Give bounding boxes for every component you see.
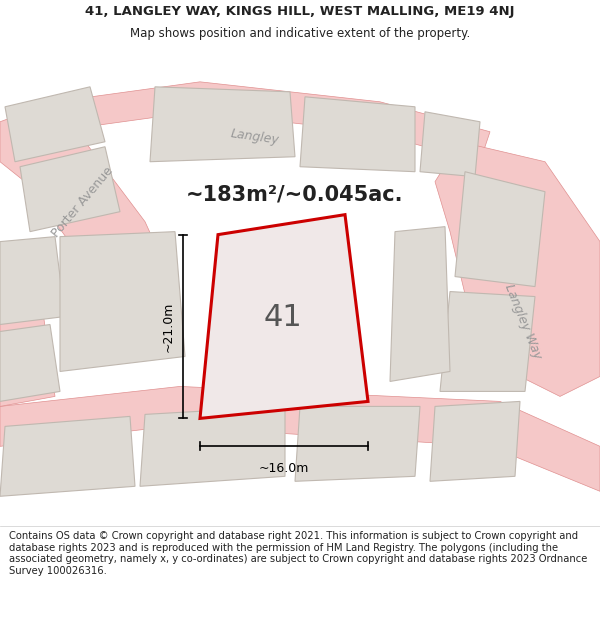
Polygon shape bbox=[5, 87, 105, 162]
Text: Map shows position and indicative extent of the property.: Map shows position and indicative extent… bbox=[130, 28, 470, 40]
Polygon shape bbox=[0, 291, 55, 406]
Text: Langley Way: Langley Way bbox=[502, 282, 544, 361]
Polygon shape bbox=[295, 406, 420, 481]
Polygon shape bbox=[0, 324, 60, 401]
Text: Contains OS data © Crown copyright and database right 2021. This information is : Contains OS data © Crown copyright and d… bbox=[9, 531, 587, 576]
Polygon shape bbox=[440, 291, 535, 391]
Polygon shape bbox=[0, 386, 600, 491]
Polygon shape bbox=[435, 142, 600, 396]
Polygon shape bbox=[20, 147, 120, 232]
Polygon shape bbox=[430, 401, 520, 481]
Polygon shape bbox=[390, 227, 450, 381]
Polygon shape bbox=[60, 232, 185, 371]
Text: ~16.0m: ~16.0m bbox=[259, 462, 309, 476]
Text: ~21.0m: ~21.0m bbox=[162, 301, 175, 352]
Text: Langley: Langley bbox=[230, 127, 280, 147]
Polygon shape bbox=[50, 82, 490, 162]
Polygon shape bbox=[0, 237, 65, 324]
Polygon shape bbox=[140, 406, 285, 486]
Polygon shape bbox=[0, 416, 135, 496]
Text: Porter Avenue: Porter Avenue bbox=[50, 164, 116, 239]
Polygon shape bbox=[150, 87, 295, 162]
Polygon shape bbox=[0, 102, 170, 296]
Text: 41, LANGLEY WAY, KINGS HILL, WEST MALLING, ME19 4NJ: 41, LANGLEY WAY, KINGS HILL, WEST MALLIN… bbox=[85, 5, 515, 18]
Polygon shape bbox=[300, 97, 415, 172]
Polygon shape bbox=[455, 172, 545, 286]
Text: ~183m²/~0.045ac.: ~183m²/~0.045ac. bbox=[186, 184, 404, 204]
Polygon shape bbox=[420, 112, 480, 177]
Text: 41: 41 bbox=[263, 302, 302, 332]
Polygon shape bbox=[200, 214, 368, 418]
